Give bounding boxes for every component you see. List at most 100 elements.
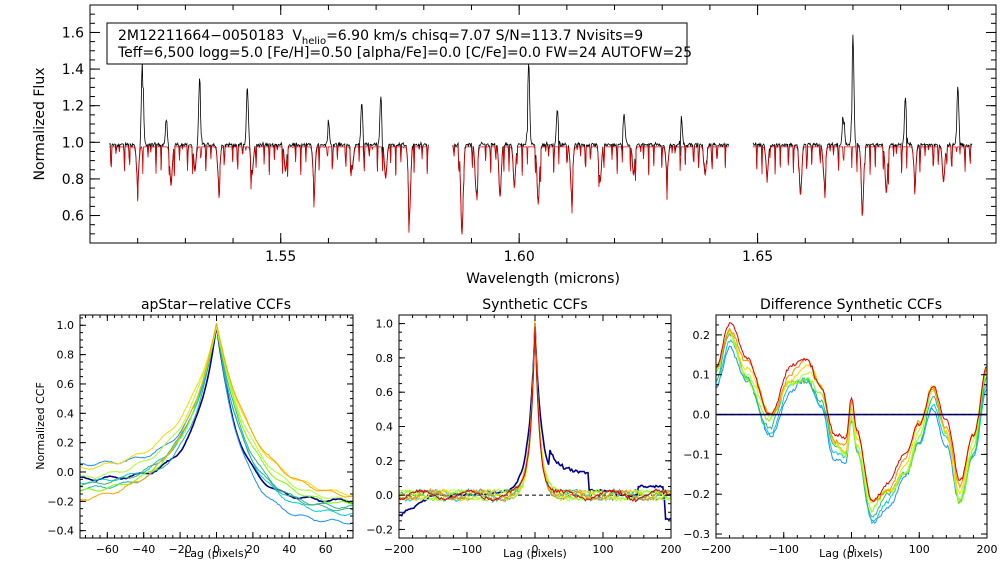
y-tick-label: 0.0 bbox=[376, 489, 394, 502]
y-tick-label: 1.2 bbox=[62, 99, 84, 115]
synthetic-ccf-line bbox=[399, 322, 671, 503]
y-tick-label: 0.8 bbox=[57, 349, 75, 362]
x-tick-label: 0 bbox=[213, 543, 220, 556]
spectrum-model-line bbox=[452, 145, 729, 235]
apstar-ccf-line bbox=[80, 325, 353, 504]
difference-ccf-line bbox=[716, 332, 987, 518]
spectrum-observed-line bbox=[752, 34, 973, 214]
x-tick-label: 0 bbox=[848, 543, 855, 556]
spectrum-annotation: 2M12211664−0050183 Vhelio=6.90 km/s chisq… bbox=[106, 22, 692, 65]
y-tick-label: 0.6 bbox=[57, 378, 75, 391]
y-tick-label: −0.3 bbox=[683, 528, 710, 541]
x-tick-label: −20 bbox=[168, 543, 191, 556]
apstar-ccf-xlabel: Lag (pixels) bbox=[184, 547, 248, 560]
difference-ccf-panel: −200 −100 0 100 200 −0.3 −0.2 −0.1 0.0 0.1 0.2 Dif… bbox=[683, 297, 997, 560]
y-tick-label: 0.6 bbox=[376, 386, 394, 399]
apstar-ccf-line bbox=[80, 325, 353, 504]
difference-ccf-line bbox=[716, 339, 987, 525]
difference-ccf-xlabel: Lag (pixels) bbox=[819, 547, 883, 560]
synthetic-ccf-line bbox=[399, 319, 671, 503]
x-tick-label: 1.65 bbox=[742, 249, 773, 265]
annotation-line2: Teff=6,500 logg=5.0 [Fe/H]=0.50 [alpha/F… bbox=[117, 45, 692, 61]
apstar-ccf-line bbox=[80, 323, 353, 497]
x-tick-label: −100 bbox=[452, 543, 482, 556]
y-tick-label: 0.8 bbox=[376, 352, 394, 365]
y-tick-label: 1.0 bbox=[376, 318, 394, 331]
spectrum-plot-area bbox=[108, 34, 973, 235]
x-tick-label: 1.60 bbox=[504, 249, 535, 265]
y-tick-label: 0.2 bbox=[376, 455, 394, 468]
x-tick-label: 20 bbox=[246, 543, 260, 556]
apstar-ccf-title: apStar−relative CCFs bbox=[141, 297, 291, 313]
y-tick-label: 0.6 bbox=[62, 209, 84, 225]
difference-ccf-line bbox=[716, 326, 987, 514]
x-tick-label: −200 bbox=[701, 543, 731, 556]
difference-ccf-plot-area bbox=[716, 322, 987, 525]
difference-ccf-line bbox=[716, 322, 987, 502]
x-tick-label: −200 bbox=[384, 543, 414, 556]
synthetic-ccf-line bbox=[399, 323, 671, 502]
y-tick-label: 0.4 bbox=[376, 420, 394, 433]
apstar-ccf-axes: −60 −40 −20 0 20 40 60 −0.4 −0.2 0.0 0.2 0.4 0.6 0.8 1… bbox=[47, 315, 353, 556]
annotation-box bbox=[106, 22, 688, 65]
y-tick-label: −0.1 bbox=[683, 448, 710, 461]
annotation-line1: 2M12211664−0050183 Vhelio=6.90 km/s chisq… bbox=[118, 28, 643, 47]
apstar-ccf-ylabel: Normalized CCF bbox=[34, 382, 47, 470]
synthetic-ccf-panel: −200 −100 0 100 200 −0.2 0.0 0.2 0.4 0.6 0.8 1.0 Sy… bbox=[366, 297, 681, 560]
x-tick-label: −40 bbox=[132, 543, 155, 556]
x-tick-label: 100 bbox=[909, 543, 930, 556]
spectrum-observed-line bbox=[108, 60, 429, 231]
spectrum-axes: 1.55 1.60 1.65 0.6 0.8 1.0 1.2 1.4 1.6 bbox=[62, 4, 997, 265]
synthetic-ccf-title: Synthetic CCFs bbox=[482, 297, 587, 313]
synthetic-ccf-xlabel: Lag (pixels) bbox=[503, 547, 567, 560]
y-tick-label: 1.6 bbox=[62, 26, 84, 42]
x-tick-label: 200 bbox=[977, 543, 998, 556]
y-tick-label: 0.0 bbox=[693, 409, 711, 422]
annotation-vhelio-label: V bbox=[292, 28, 302, 44]
x-tick-label: 100 bbox=[593, 543, 614, 556]
synthetic-ccf-line bbox=[399, 319, 671, 502]
x-tick-label: 1.55 bbox=[265, 249, 296, 265]
annotation-star-id: 2M12211664−0050183 bbox=[118, 28, 284, 44]
x-tick-label: 40 bbox=[282, 543, 296, 556]
difference-ccf-title: Difference Synthetic CCFs bbox=[760, 297, 942, 313]
spectrum-model-line bbox=[109, 145, 429, 233]
y-tick-label: −0.2 bbox=[683, 488, 710, 501]
y-tick-label: −0.2 bbox=[366, 523, 393, 536]
synthetic-ccf-axes: −200 −100 0 100 200 −0.2 0.0 0.2 0.4 0.6 0.8 1.0 bbox=[366, 314, 682, 556]
spectrum-model-line bbox=[752, 146, 972, 216]
x-tick-label: 0 bbox=[532, 543, 539, 556]
y-tick-label: 1.0 bbox=[57, 319, 75, 332]
spectrum-observed-line bbox=[452, 64, 730, 232]
y-tick-label: 0.4 bbox=[57, 407, 75, 420]
y-tick-label: 0.2 bbox=[57, 437, 75, 450]
apstar-ccf-line bbox=[80, 323, 353, 517]
apstar-ccf-panel: −60 −40 −20 0 20 40 60 −0.4 −0.2 0.0 0.2 0.4 0.6 0.8 1… bbox=[34, 297, 354, 560]
synthetic-ccf-line bbox=[399, 326, 671, 504]
x-tick-label: −100 bbox=[769, 543, 799, 556]
x-tick-label: 200 bbox=[661, 543, 682, 556]
y-tick-label: 1.4 bbox=[62, 62, 84, 78]
spectrum-ylabel: Normalized Flux bbox=[32, 68, 48, 181]
synthetic-ccf-frame bbox=[398, 314, 672, 539]
apstar-ccf-plot-area bbox=[80, 323, 353, 525]
y-tick-label: 1.0 bbox=[62, 135, 84, 151]
x-tick-label: −60 bbox=[96, 543, 119, 556]
y-tick-label: 0.2 bbox=[693, 329, 711, 342]
annotation-vhelio-value: =6.90 km/s chisq=7.07 S/N=113.7 Nvisits=… bbox=[326, 28, 643, 44]
synthetic-ccf-line bbox=[399, 326, 671, 503]
apstar-ccf-line bbox=[80, 323, 353, 502]
x-tick-label: 60 bbox=[319, 543, 333, 556]
synthetic-ccf-line bbox=[399, 328, 671, 502]
annotation-vhelio-sub: helio bbox=[302, 36, 326, 47]
y-tick-label: −0.4 bbox=[47, 525, 74, 538]
y-tick-label: 0.0 bbox=[57, 466, 75, 479]
apstar-ccf-line bbox=[80, 323, 353, 525]
y-tick-label: 0.1 bbox=[693, 369, 711, 382]
spectrum-panel: 1.55 1.60 1.65 0.6 0.8 1.0 1.2 1.4 1.6 Wavelengt… bbox=[32, 4, 997, 287]
difference-ccf-axes: −200 −100 0 100 200 −0.3 −0.2 −0.1 0.0 0.1 0.2 bbox=[683, 314, 998, 556]
synthetic-ccf-line bbox=[399, 321, 671, 503]
y-tick-label: 0.8 bbox=[62, 172, 84, 188]
difference-ccf-line bbox=[716, 328, 987, 503]
